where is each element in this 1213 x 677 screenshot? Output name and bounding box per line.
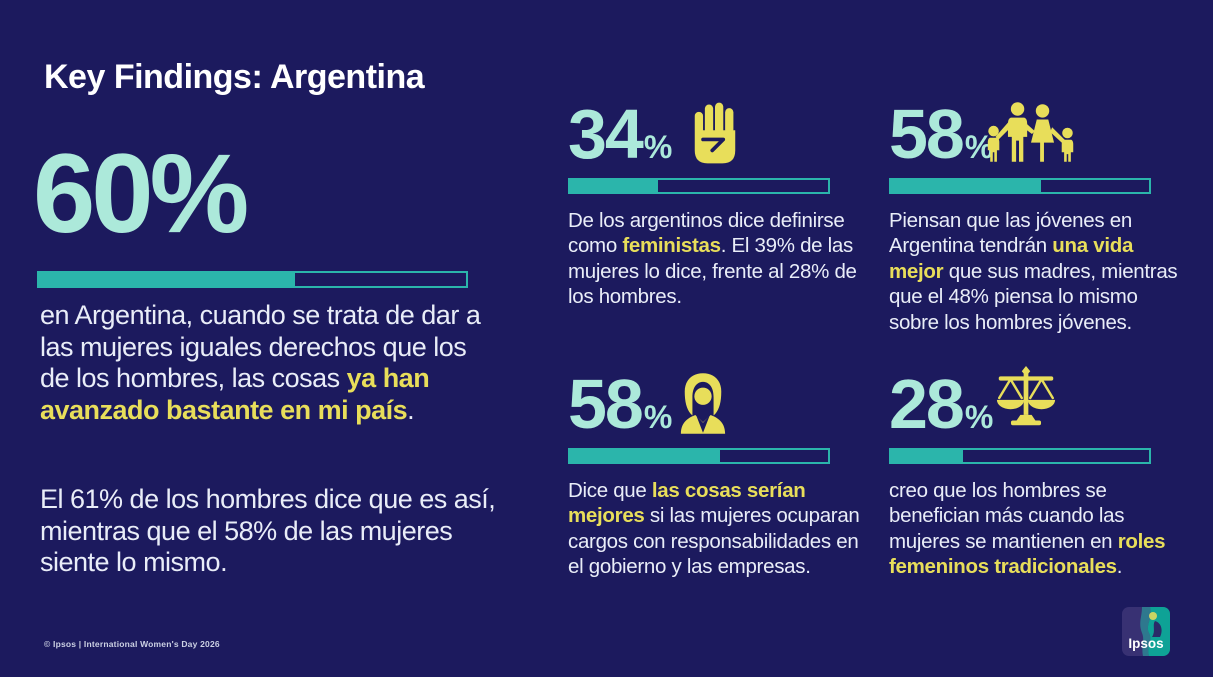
stat-card-vida-mejor: 58% xyxy=(889,99,1189,335)
scales-of-justice-icon xyxy=(995,366,1057,435)
stat-progress-bar-fill xyxy=(570,180,658,192)
stat-progress-bar xyxy=(889,448,1151,464)
stat-percent-sign: % xyxy=(964,399,994,435)
stat-card-roles-tradicionales: 28% xyxy=(889,366,1189,580)
stat-progress-bar xyxy=(568,448,830,464)
hero-paragraph-2: El 61% de los hombres dice que es así, m… xyxy=(40,484,496,578)
stat-progress-bar xyxy=(568,178,830,194)
stat-value: 34 xyxy=(568,95,644,173)
stat-progress-bar-fill xyxy=(891,180,1041,192)
stat-value: 58 xyxy=(889,95,965,173)
stat-head: 58% xyxy=(889,99,1189,169)
family-icon xyxy=(983,102,1079,169)
stat-head: 28% xyxy=(889,366,1189,439)
stat-text: Piensan que las jóvenes en Argentina ten… xyxy=(889,209,1178,334)
stat-card-cargos: 58% Dice que las cosas serían mejores si… xyxy=(568,369,868,580)
stat-progress-bar-fill xyxy=(570,450,720,462)
raised-fist-icon xyxy=(692,100,738,171)
hero-paragraph-1: en Argentina, cuando se trata de dar a l… xyxy=(40,300,481,425)
stat-head: 34% xyxy=(568,99,868,171)
stat-text: Dice que las cosas serían mejores si las… xyxy=(568,479,860,579)
hero-progress-bar xyxy=(37,271,468,288)
stat-card-feministas: 34% De los argentinos dice definirse com… xyxy=(568,99,868,310)
businesswoman-icon xyxy=(678,372,728,439)
ipsos-logo: Ipsos xyxy=(1122,607,1170,656)
stat-text: creo que los hombres se benefician más c… xyxy=(889,479,1166,579)
hero-stat-value: 60% xyxy=(33,131,249,256)
hero-progress-bar-fill xyxy=(39,273,296,286)
copyright-footer: © Ipsos | International Women's Day 2026 xyxy=(44,639,220,649)
stat-head: 58% xyxy=(568,369,868,439)
stat-value: 58 xyxy=(568,365,644,443)
stat-value: 28 xyxy=(889,365,965,443)
stat-percent-sign: % xyxy=(643,399,673,435)
stat-progress-bar xyxy=(889,178,1151,194)
page-title: Key Findings: Argentina xyxy=(44,58,425,96)
ipsos-logo-text: Ipsos xyxy=(1128,636,1163,651)
stat-progress-bar-fill xyxy=(891,450,964,462)
stat-text: De los argentinos dice definirse como fe… xyxy=(568,209,857,309)
stat-percent-sign: % xyxy=(643,129,673,165)
